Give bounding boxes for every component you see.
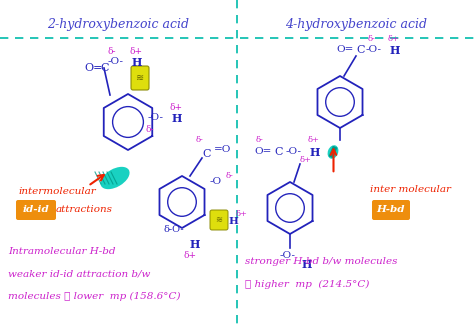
Text: δ+: δ+ [129,47,143,55]
Text: H: H [310,146,320,157]
Text: 2-hydroxybenzoic acid: 2-hydroxybenzoic acid [47,18,189,31]
Text: O=: O= [84,63,102,73]
Text: weaker id-id attraction b/w: weaker id-id attraction b/w [8,270,150,279]
Text: δ-: δ- [146,125,154,134]
Text: Intramolecular H-bd: Intramolecular H-bd [8,248,116,257]
Text: C: C [100,63,109,73]
Text: C: C [274,147,283,157]
Text: δ+: δ+ [183,251,197,260]
Text: O=: O= [255,147,272,156]
Text: -O-: -O- [366,45,382,54]
Text: δ+: δ+ [236,210,248,218]
Text: -O-: -O- [148,113,164,122]
Text: δ-: δ- [256,136,264,144]
Text: δ-: δ- [226,172,234,180]
Text: δ-: δ- [368,35,376,43]
Text: attractions: attractions [56,205,113,214]
Ellipse shape [328,145,338,159]
Text: δ-O-: δ-O- [164,226,185,235]
Ellipse shape [100,167,129,189]
Text: intermolecular: intermolecular [18,188,96,196]
Text: H: H [228,217,238,226]
Text: inter molecular: inter molecular [370,186,451,194]
Text: δ+: δ+ [300,156,312,164]
Text: H: H [172,112,182,123]
Text: δ-: δ- [196,136,204,144]
Text: C: C [356,45,365,55]
Text: -O-: -O- [280,251,296,260]
FancyBboxPatch shape [16,200,56,220]
FancyBboxPatch shape [210,210,228,230]
Text: -O: -O [210,178,222,187]
Text: molecules ∴ lower  mp (158.6°C): molecules ∴ lower mp (158.6°C) [8,291,181,301]
FancyBboxPatch shape [372,200,410,220]
Text: -O-: -O- [286,147,302,156]
Text: δ+: δ+ [388,35,400,43]
Text: H: H [132,56,142,67]
Text: =O: =O [214,145,231,155]
Text: δ-: δ- [108,47,116,55]
Text: -O-: -O- [108,57,124,66]
Text: 4-hydroxybenzoic acid: 4-hydroxybenzoic acid [285,18,427,31]
Text: H: H [390,44,401,55]
Text: O=: O= [337,45,354,54]
FancyBboxPatch shape [131,66,149,90]
Text: id-id: id-id [23,205,49,214]
Text: ≋: ≋ [216,215,222,225]
Text: ≋: ≋ [136,73,144,83]
Text: stronger H-bd b/w molecules: stronger H-bd b/w molecules [245,258,398,267]
Text: H-bd: H-bd [377,205,405,214]
Text: H: H [190,238,201,249]
Text: δ+: δ+ [308,136,320,144]
Text: δ+: δ+ [170,103,182,112]
Text: H: H [302,259,312,270]
Text: ∴ higher  mp  (214.5°C): ∴ higher mp (214.5°C) [245,279,369,289]
Text: C: C [202,149,210,159]
